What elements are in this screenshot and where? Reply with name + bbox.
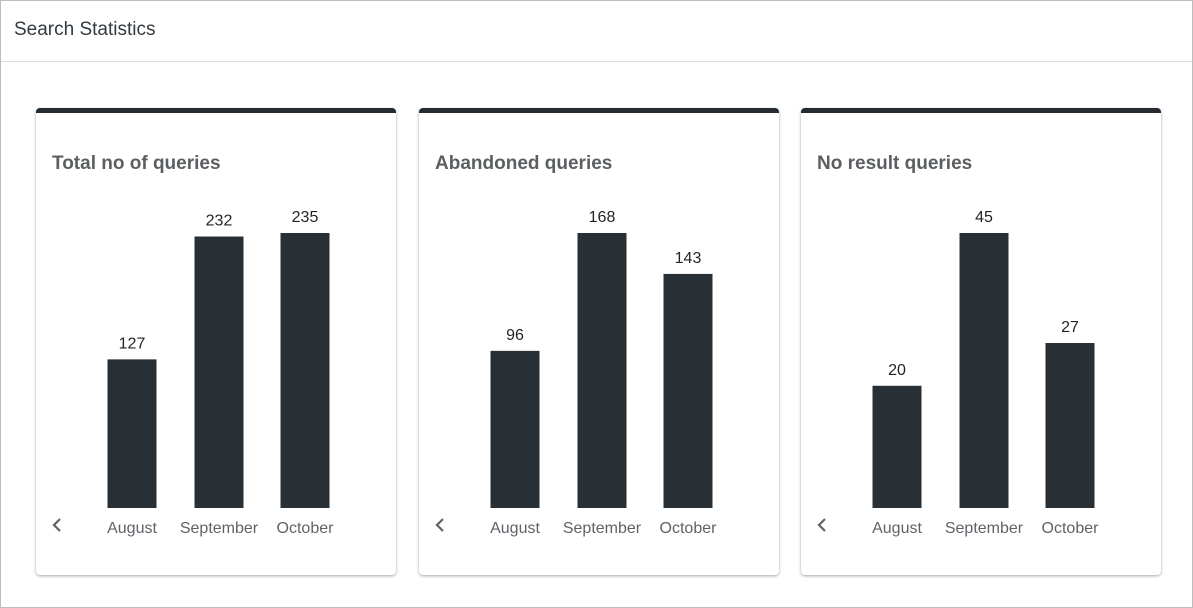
- chevron-left-icon[interactable]: [431, 513, 449, 537]
- data-label: 27: [1061, 319, 1079, 336]
- category-label: October: [660, 520, 718, 537]
- category-label: September: [945, 520, 1024, 537]
- data-label: 235: [292, 209, 319, 226]
- page-title: Search Statistics: [14, 19, 156, 40]
- card-title: Total no of queries: [52, 153, 221, 174]
- category-label: October: [277, 520, 335, 537]
- bar-august: [107, 359, 157, 508]
- category-label: September: [180, 520, 259, 537]
- no-result-queries-card: No result queries 20 August 45 September 27 O…: [801, 108, 1161, 575]
- data-label: 168: [589, 209, 616, 226]
- page-header: Search Statistics: [1, 1, 1192, 62]
- chevron-left-icon[interactable]: [813, 513, 831, 537]
- card-title: Abandoned queries: [435, 153, 613, 174]
- bar-october: [1045, 343, 1095, 508]
- category-label: October: [1042, 520, 1100, 537]
- total-queries-chart: 127 August 232 September 235 October: [107, 209, 335, 537]
- data-label: 232: [206, 213, 233, 230]
- bar-august: [490, 350, 540, 508]
- data-label: 143: [675, 250, 702, 267]
- bar-september: [577, 233, 627, 508]
- abandoned-queries-chart: 96 August 168 September 143 October: [490, 209, 718, 537]
- category-label: August: [490, 520, 540, 537]
- total-queries-card: Total no of queries 127 August 232 Septembe…: [36, 108, 396, 575]
- data-label: 96: [506, 327, 524, 344]
- category-label: August: [107, 520, 157, 537]
- category-label: September: [563, 520, 642, 537]
- data-label: 20: [888, 362, 906, 379]
- bar-september: [194, 236, 244, 509]
- data-label: 127: [119, 335, 146, 352]
- card-title: No result queries: [817, 153, 973, 174]
- chevron-left-icon[interactable]: [48, 513, 66, 537]
- category-label: August: [872, 520, 922, 537]
- bar-october: [663, 273, 713, 508]
- bar-august: [872, 385, 922, 508]
- no-result-queries-chart: 20 August 45 September 27 October: [872, 209, 1100, 537]
- bar-october: [280, 233, 330, 508]
- bar-september: [959, 233, 1009, 508]
- data-label: 45: [975, 209, 993, 226]
- abandoned-queries-card: Abandoned queries 96 August 168 September 14…: [419, 108, 779, 575]
